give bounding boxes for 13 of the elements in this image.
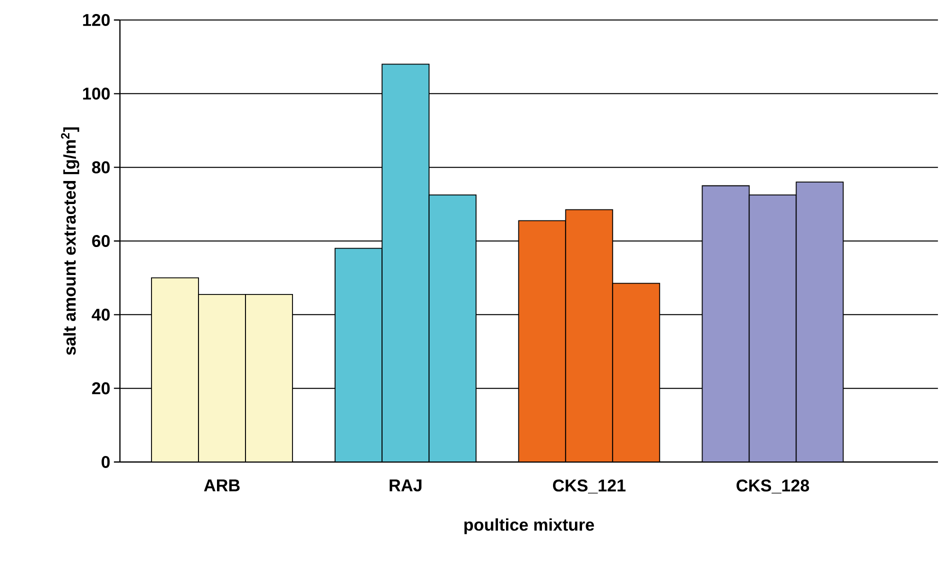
y-tick-label: 120 — [83, 14, 110, 26]
y-tick-label: 0 — [102, 456, 110, 468]
x-tick-label: RAJ — [390, 480, 422, 492]
y-axis-title: salt amount extracted [g/m$^{2}$] — [61, 127, 80, 355]
y-tick-label: 80 — [92, 161, 110, 174]
x-tick-label: CKS_121 — [553, 480, 626, 494]
y-tick-label: 100 — [83, 88, 110, 100]
x-tick-label: CKS_128 — [736, 480, 810, 494]
y-tick-label: 60 — [92, 234, 110, 248]
x-tick-label: ARB — [204, 480, 240, 492]
y-tick-label: 40 — [92, 308, 110, 321]
x-axis-title: poultice mixture — [464, 518, 594, 534]
y-tick-label: 20 — [92, 382, 110, 394]
